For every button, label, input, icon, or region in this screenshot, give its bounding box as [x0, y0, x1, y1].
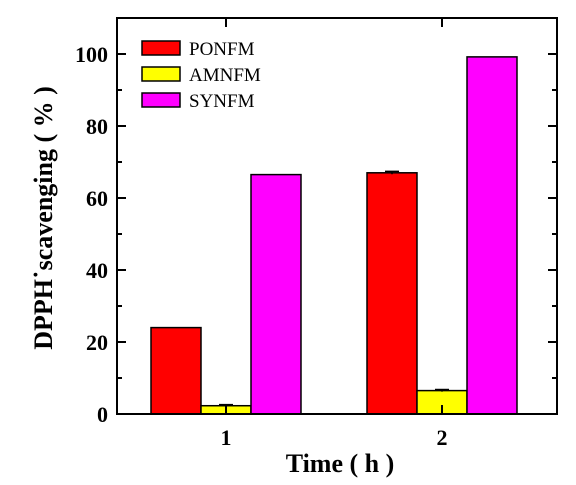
legend-label-ponfm: PONFM [189, 39, 255, 60]
bar-synfm-1 [250, 173, 302, 415]
x-axis-title: Time ( h ) [286, 449, 395, 478]
legend-swatch-synfm [141, 92, 181, 108]
legend-label-synfm: SYNFM [189, 91, 255, 112]
plot-frame [116, 17, 558, 415]
y-tick-label-80: 80 [86, 114, 108, 139]
axes-layer: 0 20 40 60 80 100 1 2 [75, 17, 558, 450]
y-tick-label-100: 100 [75, 42, 108, 67]
y-tick-label-40: 40 [86, 258, 108, 283]
legend-label-amnfm: AMNFM [189, 65, 261, 86]
bar-synfm-2 [466, 56, 518, 415]
bar-ponfm-1 [150, 326, 202, 415]
bar-ponfm-2 [366, 172, 418, 415]
y-tick-label-0: 0 [97, 402, 108, 427]
y-tick-label-60: 60 [86, 186, 108, 211]
y-tick-label-20: 20 [86, 330, 108, 355]
bars-layer [150, 56, 518, 415]
legend-swatch-amnfm [141, 66, 181, 82]
y-axis-title: DPPH˙scavenging ( % ) [29, 86, 58, 350]
legend-swatch-ponfm [141, 40, 181, 56]
x-tick-label-2: 2 [437, 425, 448, 450]
x-tick-label-1: 1 [221, 425, 232, 450]
legend: PONFM AMNFM SYNFM [141, 39, 261, 112]
